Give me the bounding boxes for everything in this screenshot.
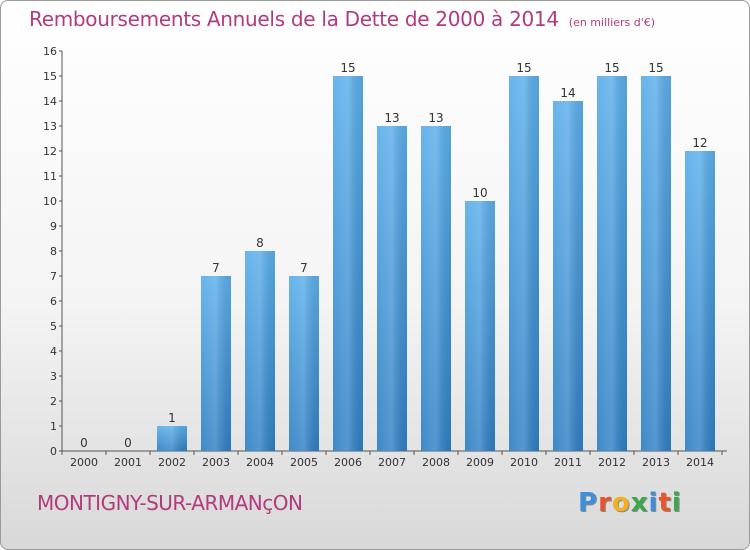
- y-tick-label: 1: [50, 420, 57, 433]
- bar-highlight: [597, 76, 627, 451]
- y-tick-label: 4: [50, 345, 57, 358]
- chart-subtitle: (en milliers d'€): [568, 16, 656, 29]
- bar-highlight: [377, 126, 407, 451]
- bar-value-label: 8: [256, 236, 264, 250]
- chart-bars: [157, 76, 715, 451]
- y-tick-label: 10: [43, 195, 57, 208]
- x-tick-label: 2000: [70, 456, 98, 469]
- x-tick-label: 2010: [510, 456, 538, 469]
- bar-value-label: 13: [384, 111, 399, 125]
- bar-highlight: [685, 151, 715, 451]
- logo-letter: r: [598, 488, 612, 518]
- y-tick-label: 5: [50, 320, 57, 333]
- x-tick-label: 2013: [642, 456, 670, 469]
- bar-value-label: 14: [560, 86, 575, 100]
- bar-value-label: 7: [212, 261, 220, 275]
- y-tick-label: 2: [50, 395, 57, 408]
- x-tick-label: 2012: [598, 456, 626, 469]
- bar-value-label: 15: [604, 61, 619, 75]
- bar-value-label: 15: [340, 61, 355, 75]
- logo-letter: t: [658, 488, 672, 518]
- y-tick-label: 7: [50, 270, 57, 283]
- logo-letter: i: [671, 488, 682, 518]
- logo-letter: P: [578, 488, 599, 518]
- bar-value-label: 15: [516, 61, 531, 75]
- bar-value-label: 7: [300, 261, 308, 275]
- bar-highlight: [465, 201, 495, 451]
- bar-value-label: 10: [472, 186, 487, 200]
- bar-highlight: [509, 76, 539, 451]
- bar-highlight: [421, 126, 451, 451]
- chart-title-text: Remboursements Annuels de la Dette de 20…: [29, 7, 559, 31]
- bar-highlight: [245, 251, 275, 451]
- y-tick-label: 14: [43, 95, 57, 108]
- logo-letter: i: [648, 488, 659, 518]
- bar-highlight: [289, 276, 319, 451]
- x-tick-label: 2009: [466, 456, 494, 469]
- x-tick-label: 2001: [114, 456, 142, 469]
- x-tick-label: 2002: [158, 456, 186, 469]
- bar-value-label: 15: [648, 61, 663, 75]
- bar-highlight: [201, 276, 231, 451]
- bar-value-label: 1: [168, 411, 176, 425]
- bar-highlight: [333, 76, 363, 451]
- x-tick-label: 2014: [686, 456, 714, 469]
- x-tick-label: 2007: [378, 456, 406, 469]
- y-tick-label: 8: [50, 245, 57, 258]
- y-tick-label: 15: [43, 70, 57, 83]
- logo-letter: o: [611, 488, 631, 518]
- y-tick-label: 13: [43, 120, 57, 133]
- x-tick-label: 2003: [202, 456, 230, 469]
- y-tick-label: 6: [50, 295, 57, 308]
- chart-labels: 2000 0 2001 0 2002 1 2003 7 2004 8 2005 7 2006 15 2007…: [70, 61, 714, 469]
- x-tick-label: 2006: [334, 456, 362, 469]
- x-tick-label: 2004: [246, 456, 274, 469]
- x-tick-label: 2011: [554, 456, 582, 469]
- x-tick-label: 2008: [422, 456, 450, 469]
- y-tick-label: 0: [50, 445, 57, 458]
- logo-letter: x: [630, 488, 649, 518]
- y-tick-label: 11: [43, 170, 57, 183]
- y-tick-label: 16: [43, 45, 57, 58]
- bar-highlight: [553, 101, 583, 451]
- y-tick-label: 12: [43, 145, 57, 158]
- chart-title: Remboursements Annuels de la Dette de 20…: [29, 7, 655, 31]
- bar-value-label: 0: [80, 436, 88, 450]
- x-tick-label: 2005: [290, 456, 318, 469]
- bar-value-label: 0: [124, 436, 132, 450]
- bar-highlight: [641, 76, 671, 451]
- y-tick-label: 9: [50, 220, 57, 233]
- y-tick-label: 3: [50, 370, 57, 383]
- bar-highlight: [157, 426, 187, 451]
- proxiti-logo: Proxiti: [578, 488, 682, 518]
- bar-value-label: 13: [428, 111, 443, 125]
- bar-value-label: 12: [692, 136, 707, 150]
- commune-name: MONTIGNY-SUR-ARMANçON: [37, 491, 303, 515]
